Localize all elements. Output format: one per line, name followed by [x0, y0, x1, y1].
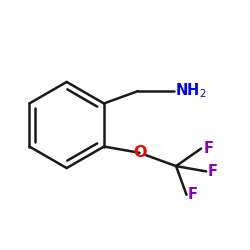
- Text: F: F: [203, 141, 213, 156]
- Text: F: F: [188, 187, 198, 202]
- Text: O: O: [133, 145, 146, 160]
- Text: NH$_2$: NH$_2$: [176, 82, 207, 100]
- Text: F: F: [208, 164, 218, 179]
